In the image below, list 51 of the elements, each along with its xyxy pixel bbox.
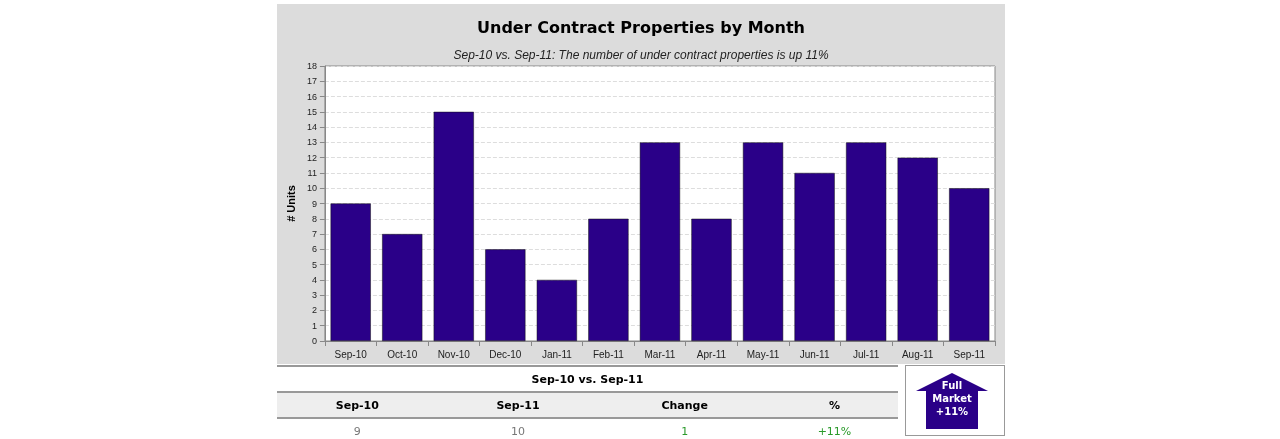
bar [794, 172, 835, 341]
y-tick-label: 18 [306, 61, 317, 71]
x-tick-label: Sep-11 [953, 348, 986, 360]
x-tick-label: Apr-11 [696, 348, 727, 360]
y-tick-label: 13 [306, 137, 317, 148]
x-tick-label: Feb-11 [592, 348, 625, 360]
x-tick-label: Jan-11 [541, 348, 573, 360]
bar [639, 142, 681, 341]
y-tick-label: 2 [311, 305, 317, 316]
y-tick-label: 17 [306, 76, 317, 87]
y-tick-label: 7 [311, 229, 317, 240]
bar [330, 203, 371, 341]
bar [742, 142, 784, 341]
x-tick-label: Nov-10 [437, 348, 471, 360]
y-tick-label: 12 [306, 152, 317, 163]
y-tick-label: 5 [311, 259, 317, 270]
chart-subtitle: Sep-10 vs. Sep-11: The number of under contract properties is up 11% [453, 48, 829, 62]
chart-title: Under Contract Properties by Month [477, 17, 805, 37]
bar [846, 142, 887, 341]
y-tick-label: 4 [311, 274, 317, 285]
y-axis-title: # Units [284, 185, 297, 222]
y-tick-label: 0 [311, 336, 317, 346]
x-tick-label: Dec-10 [489, 348, 522, 360]
x-tick-label: Sep-10 [334, 348, 368, 360]
y-tick-label: 15 [306, 106, 317, 117]
bar [588, 218, 629, 341]
x-tick-label: May-11 [746, 348, 780, 360]
x-tick-label: Oct-10 [387, 348, 418, 360]
bar [433, 111, 474, 341]
y-tick-label: 8 [311, 213, 317, 224]
x-tick-label: Mar-11 [644, 348, 676, 360]
y-tick-label: 10 [306, 183, 317, 194]
bar [949, 188, 990, 341]
table-row: 9 10 1 +11% [277, 418, 898, 439]
x-tick-label: Jul-11 [852, 348, 880, 360]
x-tick-label: Aug-11 [901, 348, 934, 360]
y-tick-label: 6 [311, 244, 317, 255]
text: Full Market +11% [931, 379, 973, 418]
bar [897, 157, 938, 341]
table-row: Sep-10 vs. Sep-11 [277, 366, 898, 392]
y-tick-label: 11 [307, 167, 317, 178]
y-tick-label: 1 [311, 320, 317, 331]
bar [382, 234, 423, 341]
bar [536, 279, 577, 341]
y-tick-label: 9 [311, 198, 317, 209]
y-tick-label: 16 [306, 91, 317, 102]
bar [485, 249, 526, 341]
bar [691, 218, 732, 341]
y-tick-label: 3 [311, 290, 317, 301]
y-tick-label: 14 [306, 122, 317, 133]
x-tick-label: Jun-11 [799, 348, 830, 360]
